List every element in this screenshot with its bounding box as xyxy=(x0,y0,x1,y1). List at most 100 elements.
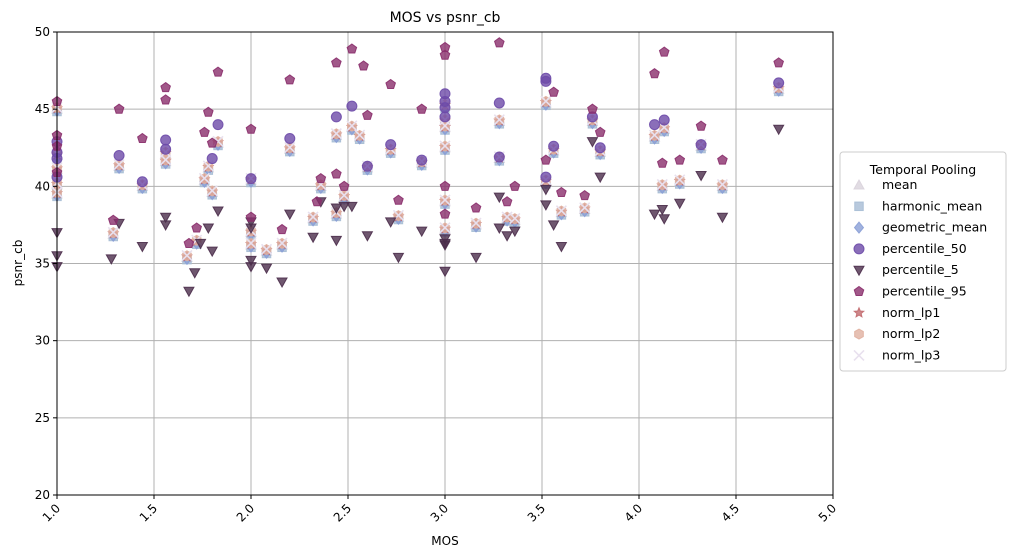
point-norm_lp3 xyxy=(439,222,451,234)
point-percentile_50 xyxy=(439,111,451,123)
point-percentile_5 xyxy=(338,201,350,213)
legend-label: norm_lp2 xyxy=(882,326,940,341)
legend-marker-norm_lp1 xyxy=(853,306,865,318)
y-tick-label: 40 xyxy=(35,179,50,193)
point-percentile_5 xyxy=(188,268,201,279)
point-percentile_95 xyxy=(493,37,505,48)
point-percentile_95 xyxy=(315,172,327,184)
point-percentile_5 xyxy=(439,234,451,245)
point-percentile_5 xyxy=(716,212,729,224)
point-percentile_95 xyxy=(385,78,397,90)
point-percentile_5 xyxy=(594,172,607,184)
legend-item-norm_lp3: norm_lp3 xyxy=(853,347,940,362)
point-percentile_95 xyxy=(658,46,670,57)
point-percentile_95 xyxy=(160,94,171,105)
point-percentile_5 xyxy=(547,220,560,231)
legend: Temporal Pooling mean harmonic_meangeomet… xyxy=(839,151,1007,372)
point-percentile_5 xyxy=(695,171,707,182)
point-norm_lp3 xyxy=(579,202,591,214)
point-percentile_5 xyxy=(586,137,599,148)
point-norm_lp3 xyxy=(716,178,728,191)
point-percentile_95 xyxy=(107,214,119,225)
point-percentile_5 xyxy=(202,223,215,235)
point-percentile_50 xyxy=(206,153,218,165)
y-tick-label: 50 xyxy=(35,25,50,39)
legend-marker-percentile_95 xyxy=(853,285,865,297)
point-norm_lp3 xyxy=(307,211,319,223)
y-tick-label: 35 xyxy=(35,257,50,271)
point-percentile_50 xyxy=(113,149,125,161)
point-percentile_5 xyxy=(673,198,686,210)
point-percentile_50 xyxy=(346,100,358,112)
point-norm_lp3 xyxy=(439,140,451,152)
point-percentile_50 xyxy=(695,139,707,151)
point-percentile_95 xyxy=(311,196,323,207)
y-tick-label: 45 xyxy=(35,102,50,116)
point-percentile_95 xyxy=(439,180,451,191)
point-percentile_50 xyxy=(160,143,172,155)
legend-label: percentile_50 xyxy=(882,241,967,256)
point-percentile_95 xyxy=(245,211,257,222)
point-percentile_95 xyxy=(579,189,591,201)
point-percentile_95 xyxy=(199,126,210,137)
point-norm_lp3 xyxy=(330,127,342,140)
point-norm_lp3 xyxy=(181,249,193,262)
point-percentile_5 xyxy=(658,214,671,225)
point-percentile_50 xyxy=(493,151,505,163)
point-percentile_95 xyxy=(358,60,369,71)
point-percentile_95 xyxy=(206,137,218,148)
point-percentile_95 xyxy=(556,186,567,198)
legend-marker-geometric_mean xyxy=(853,221,865,234)
point-percentile_95 xyxy=(113,103,125,114)
point-percentile_95 xyxy=(212,66,224,77)
legend-title: Temporal Pooling xyxy=(869,162,976,177)
point-percentile_50 xyxy=(136,176,148,188)
point-percentile_50 xyxy=(416,154,428,166)
point-percentile_5 xyxy=(183,286,195,298)
point-percentile_5 xyxy=(540,184,552,196)
legend-item-norm_lp2: norm_lp2 xyxy=(854,326,940,341)
y-tick-label: 25 xyxy=(35,411,50,425)
point-percentile_5 xyxy=(105,254,118,265)
legend-marker-norm_lp3 xyxy=(853,349,865,361)
y-axis-title: psnr_cb xyxy=(11,240,25,287)
point-percentile_5 xyxy=(493,223,506,235)
point-percentile_95 xyxy=(191,222,203,233)
point-percentile_95 xyxy=(656,157,668,168)
point-norm_lp3 xyxy=(107,226,119,238)
x-tick-label: 4.0 xyxy=(622,501,645,524)
legend-label: percentile_5 xyxy=(882,262,959,277)
point-norm_lp3 xyxy=(656,178,668,191)
point-percentile_5 xyxy=(656,204,669,216)
x-tick-label: 2.5 xyxy=(331,501,354,524)
point-percentile_95 xyxy=(202,106,214,117)
legend-item-norm_lp1: norm_lp1 xyxy=(853,305,940,320)
point-percentile_95 xyxy=(587,103,598,114)
y-tick-label: 30 xyxy=(35,334,50,348)
point-percentile_95 xyxy=(470,202,482,213)
point-percentile_5 xyxy=(245,255,257,267)
point-percentile_5 xyxy=(260,263,273,275)
point-percentile_95 xyxy=(773,57,785,68)
point-norm_lp3 xyxy=(648,129,661,141)
point-percentile_95 xyxy=(137,132,148,144)
point-percentile_95 xyxy=(439,49,451,60)
point-norm_lp3 xyxy=(674,174,686,186)
point-percentile_95 xyxy=(548,86,559,97)
point-percentile_5 xyxy=(470,252,482,264)
point-norm_lp3 xyxy=(540,95,552,107)
legend-item-percentile_95: percentile_95 xyxy=(853,284,967,299)
point-percentile_95 xyxy=(509,180,521,191)
legend-label: harmonic_mean xyxy=(882,198,982,213)
point-percentile_5 xyxy=(361,231,374,242)
point-percentile_95 xyxy=(362,109,373,120)
x-tick-label: 3.5 xyxy=(525,501,548,524)
point-percentile_95 xyxy=(501,196,513,207)
point-percentile_50 xyxy=(284,132,296,144)
point-percentile_5 xyxy=(555,242,568,253)
point-percentile_5 xyxy=(772,124,785,136)
point-percentile_5 xyxy=(276,277,288,289)
legend-marker-percentile_5 xyxy=(853,265,865,277)
point-percentile_50 xyxy=(245,173,257,185)
